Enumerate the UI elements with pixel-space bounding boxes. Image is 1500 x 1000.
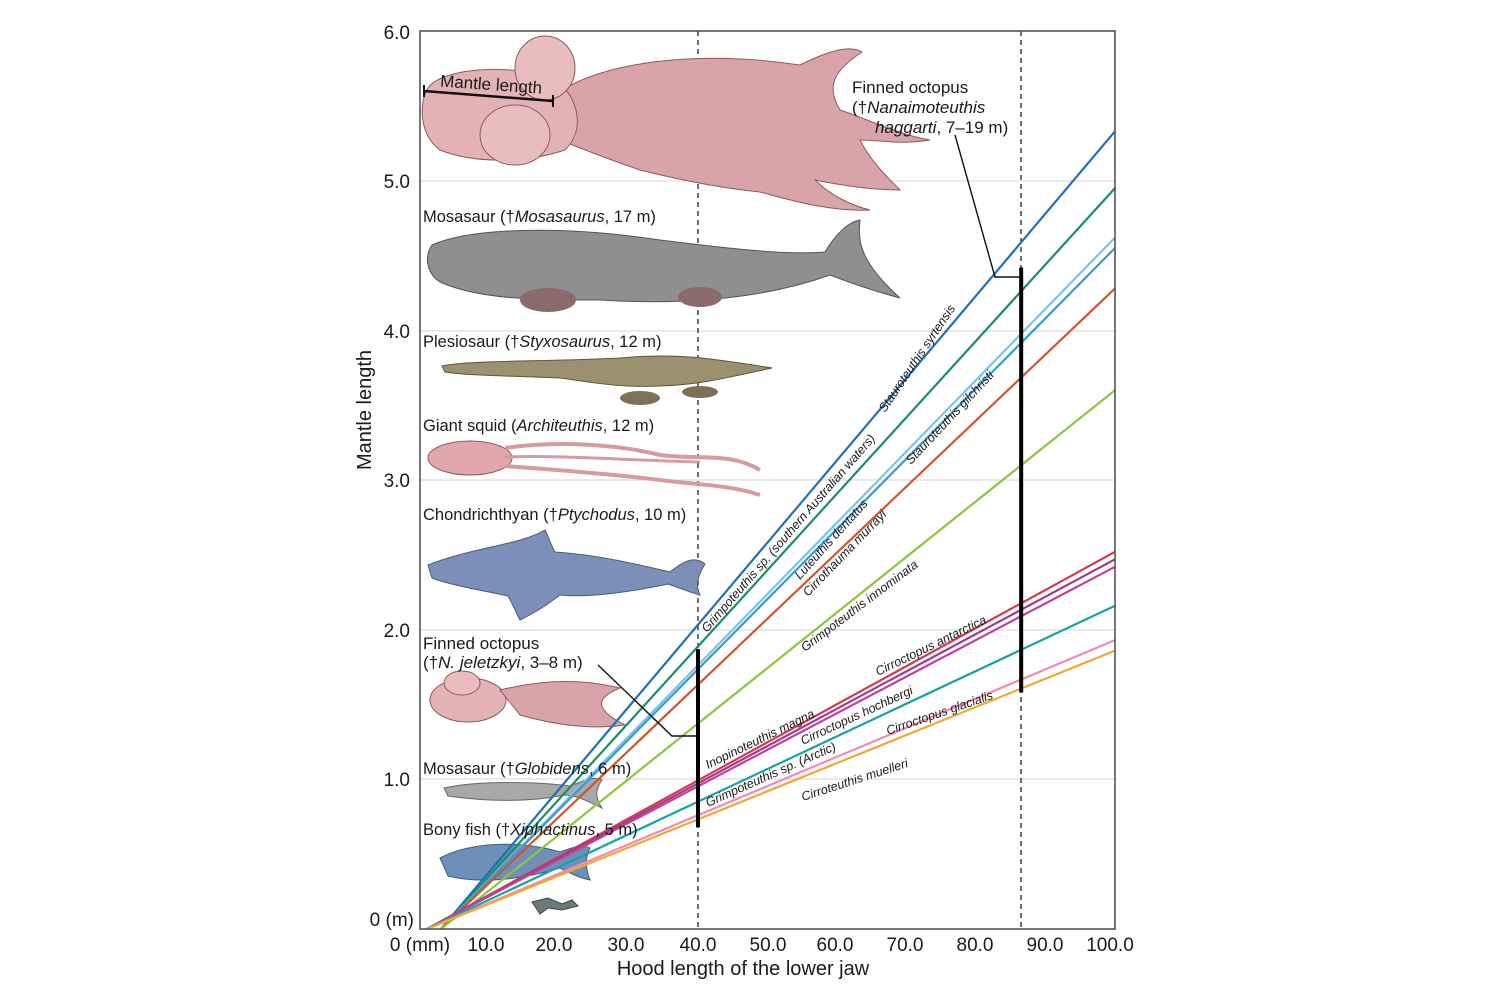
animal-labels: Mosasaur (†Mosasaurus, 17 m) Plesiosaur …	[423, 208, 686, 839]
animal-label-ptychodus: Chondrichthyan (†Ptychodus, 10 m)	[423, 506, 686, 524]
haggarti-line1: Finned octopus	[852, 78, 968, 97]
x-tick-80: 80.0	[957, 935, 994, 956]
x-tick-10: 10.0	[468, 935, 505, 956]
series-line-luteuthis-dentatus	[440, 236, 1116, 930]
label-cirroctopus-antarctica: Cirroctopus antarctica	[873, 613, 988, 679]
x-tick-0: 0 (mm)	[390, 935, 450, 956]
globidens-illustration	[443, 777, 604, 810]
y-tick-3: 3.0	[384, 471, 410, 492]
y-tick-1: 1.0	[384, 770, 410, 791]
mosasaurus-illustration	[427, 219, 901, 312]
x-tick-30: 30.0	[608, 935, 645, 956]
plot-frame	[419, 30, 1116, 930]
label-cirroteuthis-muelleri: Cirroteuthis muelleri	[800, 756, 911, 804]
haggarti-line2: (†Nanaimoteuthis	[852, 98, 986, 117]
y-tick-6: 6.0	[384, 23, 410, 44]
y-tick-4: 4.0	[384, 322, 410, 343]
animal-label-styxosaurus: Plesiosaur (†Styxosaurus, 12 m)	[423, 333, 661, 351]
ptychodus-illustration	[427, 529, 706, 621]
finned-octopus-small-illustration	[429, 670, 627, 728]
series-line-grimpoteuthis-sp-southern-australian-waters	[440, 187, 1116, 930]
x-tick-90: 90.0	[1027, 935, 1064, 956]
series-line-cirrothauma-murrayi	[440, 247, 1116, 930]
series-line-cirroteuthis-muelleri	[426, 649, 1116, 931]
animal-label-mosasaurus: Mosasaur (†Mosasaurus, 17 m)	[423, 208, 656, 226]
gridlines	[420, 180, 1115, 780]
series-line-inopinoteuthis-magna	[426, 550, 1116, 930]
series-line-cirroctopus-antarctica	[426, 558, 1116, 930]
label-stauroteuthis-gilchristi: Stauroteuthis gilchristi	[903, 367, 997, 467]
x-tick-20: 20.0	[536, 935, 573, 956]
x-tick-40: 40.0	[680, 935, 717, 956]
x-axis-title: Hood length of the lower jaw	[617, 958, 870, 980]
x-tick-100: 100.0	[1086, 935, 1134, 956]
y-axis-title: Mantle length	[354, 350, 376, 470]
animal-label-architeuthis: Giant squid (Architeuthis, 12 m)	[423, 417, 654, 435]
label-stauroteuthis-syrtensis: Stauroteuthis syrtensis	[876, 302, 958, 415]
jeletzkyi-annotation: Finned octopus (†N. jeletzkyi, 3–8 m)	[423, 634, 583, 672]
x-tick-50: 50.0	[750, 935, 787, 956]
series-line-cirroctopus-hochbergi	[426, 565, 1116, 930]
x-tick-70: 70.0	[887, 935, 924, 956]
leader-jeletzkyi	[597, 664, 698, 737]
jeletzkyi-line2: (†N. jeletzkyi, 3–8 m)	[423, 653, 583, 672]
x-axis-ticks: 0 (mm) 10.0 20.0 30.0 40.0 50.0 60.0 70.…	[390, 935, 1134, 956]
series-line-grimpoteuthis-sp-arctic	[426, 604, 1116, 930]
x-tick-60: 60.0	[817, 935, 854, 956]
architeuthis-illustration	[427, 440, 762, 497]
y-tick-5: 5.0	[384, 172, 410, 193]
illustrations	[421, 35, 931, 915]
haggarti-annotation: Finned octopus (†Nanaimoteuthis haggarti…	[852, 78, 1008, 137]
species-labels: Stauroteuthis syrtensis Grimpoteuthis sp…	[699, 302, 998, 810]
series-line-cirroctopus-glacialis	[426, 639, 1116, 931]
leader-haggarti	[954, 134, 1021, 278]
y-tick-2: 2.0	[384, 621, 410, 642]
series-lines	[426, 130, 1116, 931]
y-tick-0: 0 (m)	[370, 910, 414, 931]
y-axis-ticks: 6.0 5.0 4.0 3.0 2.0 1.0 0 (m)	[370, 23, 414, 931]
mantle-length-bar	[423, 89, 554, 103]
animal-label-xiphactinus: Bony fish (†Xiphactinus, 5 m)	[423, 821, 638, 839]
haggarti-line3: haggarti, 7–19 m)	[875, 118, 1008, 137]
diver-illustration	[531, 897, 579, 915]
finned-octopus-large-illustration	[421, 35, 931, 211]
jeletzkyi-line1: Finned octopus	[423, 634, 539, 653]
series-line-stauroteuthis-syrtensis	[440, 130, 1116, 930]
series-line-stauroteuthis-gilchristi	[440, 287, 1116, 930]
styxosaurus-illustration	[441, 355, 773, 405]
series-line-grimpoteuthis-innominata	[440, 389, 1116, 930]
animal-label-globidens: Mosasaur (†Globidens, 6 m)	[423, 760, 631, 778]
